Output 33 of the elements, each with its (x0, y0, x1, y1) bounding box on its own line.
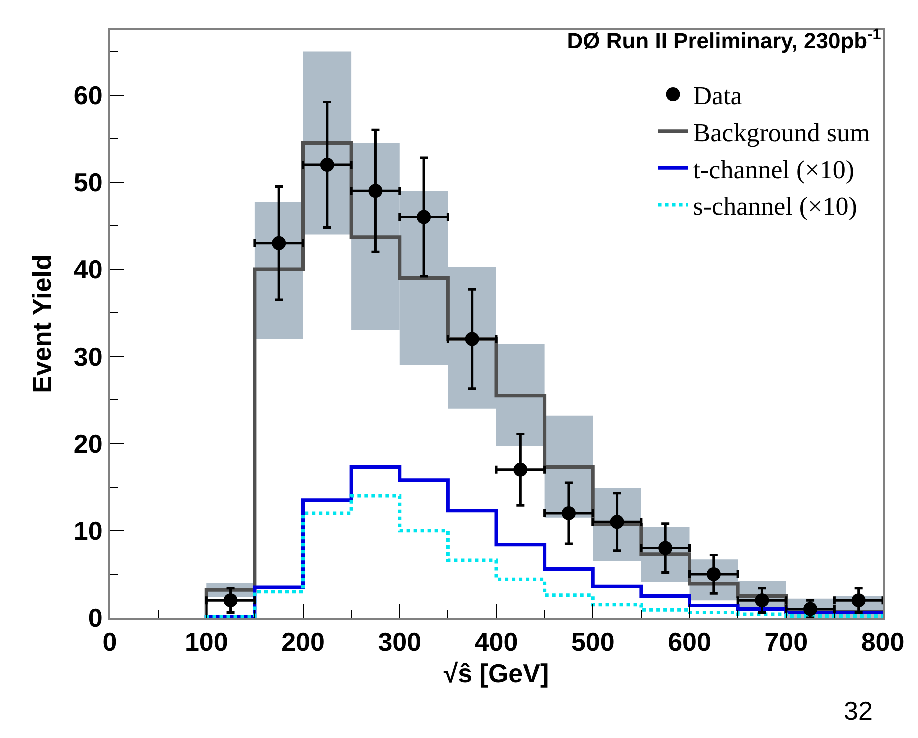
x-tick-label: 600 (668, 627, 712, 658)
x-tick-label: 800 (861, 627, 905, 658)
x-tick-label: 300 (378, 627, 422, 658)
x-tick-label: 200 (282, 627, 325, 658)
point (610, 515, 624, 530)
point (465, 332, 480, 346)
x-axis-title: √ŝ [GeV] (444, 658, 550, 688)
y-tick-label: 20 (74, 428, 103, 459)
legend-label: t-channel (×10) (693, 155, 854, 184)
y-tick-label: 40 (74, 254, 103, 285)
x-tick-label: 400 (474, 627, 518, 658)
legend-label: Data (693, 82, 743, 111)
bar (303, 52, 352, 235)
text: 32 (844, 696, 873, 726)
chart-title: DØ Run II Preliminary, 230pb$^{-1}$ (567, 26, 882, 54)
legend-label: Background sum (693, 118, 870, 148)
y-tick-label: 60 (74, 80, 103, 110)
y-tick-label: 10 (74, 516, 103, 546)
point (417, 210, 432, 224)
x-tick-label: 100 (184, 627, 228, 658)
legend-label: s-channel (×10) (693, 192, 858, 222)
y-tick-label: 30 (74, 342, 103, 372)
point (320, 158, 334, 172)
x-tick-label: 700 (764, 627, 808, 658)
point (514, 462, 528, 477)
point (368, 184, 383, 198)
point (272, 236, 286, 250)
point (224, 594, 238, 608)
y-axis-title: Event Yield (26, 254, 57, 394)
x-tick-label: 500 (571, 627, 615, 658)
y-tick-label: 50 (74, 168, 103, 198)
y-tick-label: 0 (88, 603, 103, 634)
point (562, 506, 576, 520)
